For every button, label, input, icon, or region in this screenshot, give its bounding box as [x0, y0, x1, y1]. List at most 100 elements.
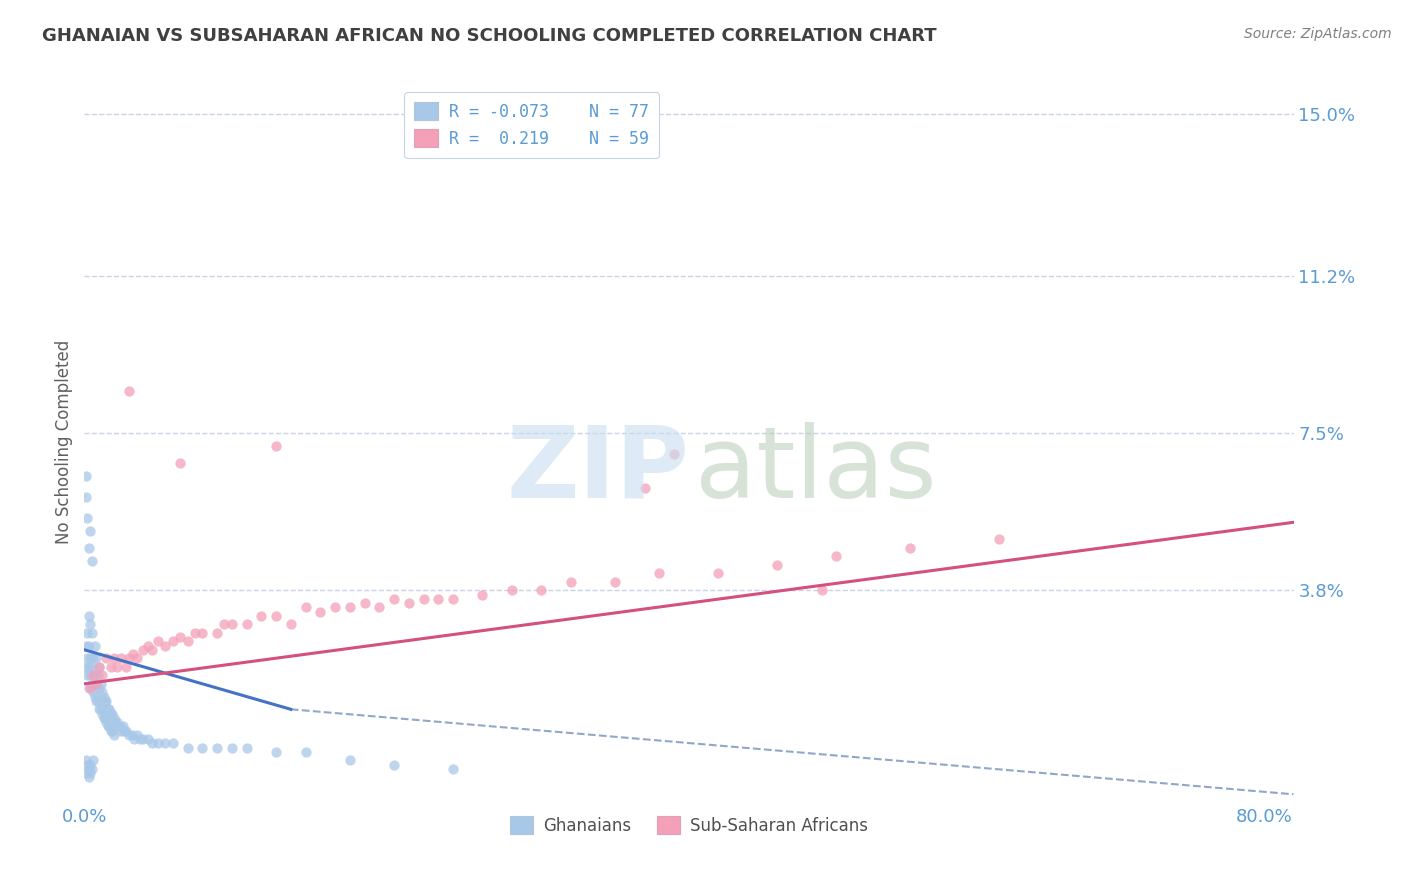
Point [75, 490, 97, 504]
Point [91, 706, 114, 721]
Point [294, 600, 316, 615]
Point [82, 651, 104, 665]
Point [176, 740, 198, 755]
Point [221, 740, 243, 755]
Point [97, 702, 120, 716]
Point [810, 583, 832, 598]
Point [86, 694, 108, 708]
Point [136, 639, 159, 653]
Point [141, 642, 163, 657]
Point [76, 668, 98, 682]
Point [605, 574, 627, 589]
Point [103, 728, 125, 742]
Point [105, 714, 128, 729]
Point [98, 702, 121, 716]
Point [664, 447, 686, 461]
Point [132, 642, 155, 657]
Point [84, 651, 107, 665]
Y-axis label: No Schooling Completed: No Schooling Completed [55, 340, 73, 543]
Point [235, 617, 257, 632]
Point [83, 690, 105, 704]
Point [648, 566, 671, 581]
Point [93, 711, 115, 725]
Point [127, 651, 149, 665]
Point [87, 681, 110, 695]
Point [294, 745, 316, 759]
Point [112, 723, 135, 738]
Text: ZIP: ZIP [506, 422, 689, 519]
Point [91, 685, 114, 699]
Point [86, 668, 108, 682]
Point [80, 625, 103, 640]
Point [79, 524, 101, 538]
Point [80, 553, 103, 567]
Point [77, 541, 100, 555]
Point [339, 753, 361, 767]
Point [214, 617, 236, 632]
Legend: Ghanaians, Sub-Saharan Africans: Ghanaians, Sub-Saharan Africans [503, 809, 875, 841]
Point [560, 574, 582, 589]
Point [122, 647, 145, 661]
Point [169, 630, 191, 644]
Point [107, 719, 129, 733]
Point [184, 625, 207, 640]
Point [205, 625, 228, 640]
Point [129, 732, 152, 747]
Point [90, 702, 112, 716]
Point [382, 757, 405, 772]
Point [634, 481, 657, 495]
Point [101, 723, 124, 738]
Point [205, 740, 228, 755]
Point [441, 762, 464, 776]
Point [264, 745, 287, 759]
Point [96, 651, 118, 665]
Point [79, 681, 101, 695]
Point [87, 660, 110, 674]
Point [323, 600, 346, 615]
Point [103, 711, 125, 725]
Point [79, 757, 101, 772]
Point [176, 634, 198, 648]
Point [101, 706, 124, 721]
Text: Source: ZipAtlas.com: Source: ZipAtlas.com [1244, 27, 1392, 41]
Point [84, 694, 107, 708]
Point [114, 723, 136, 738]
Point [264, 439, 287, 453]
Point [79, 651, 101, 665]
Point [83, 639, 105, 653]
Point [84, 677, 107, 691]
Point [96, 714, 118, 729]
Point [87, 660, 110, 674]
Point [264, 608, 287, 623]
Point [111, 719, 134, 733]
Point [221, 617, 243, 632]
Point [339, 600, 361, 615]
Point [94, 694, 117, 708]
Point [96, 694, 118, 708]
Point [501, 583, 523, 598]
Point [98, 719, 121, 733]
Point [91, 668, 114, 682]
Point [825, 549, 848, 564]
Point [77, 770, 100, 784]
Point [124, 732, 146, 747]
Point [100, 706, 122, 721]
Point [75, 468, 97, 483]
Point [987, 533, 1010, 547]
Point [77, 639, 100, 653]
Point [77, 608, 100, 623]
Point [368, 600, 391, 615]
Point [441, 591, 464, 606]
Point [77, 681, 100, 695]
Point [75, 753, 97, 767]
Point [280, 617, 302, 632]
Point [80, 762, 103, 776]
Point [80, 677, 103, 691]
Point [141, 736, 163, 750]
Point [76, 757, 98, 772]
Point [132, 732, 155, 747]
Point [76, 651, 98, 665]
Point [87, 702, 110, 716]
Point [146, 736, 169, 750]
Point [110, 723, 132, 738]
